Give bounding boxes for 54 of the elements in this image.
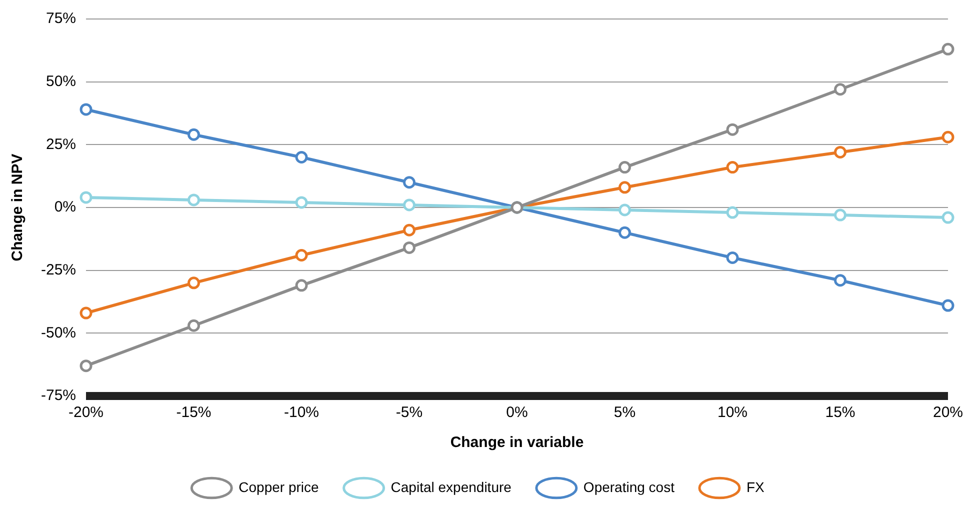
x-tick-label: -15%	[176, 404, 212, 422]
point	[80, 360, 92, 372]
point	[834, 208, 846, 222]
y-tick-label: 75%	[46, 10, 76, 28]
point	[942, 211, 954, 224]
legend-label: FX	[746, 478, 766, 495]
point	[188, 194, 200, 206]
legend-label: Capital expenditure	[390, 478, 512, 495]
point	[295, 249, 308, 262]
x-tick-label: 20%	[932, 404, 964, 422]
point	[618, 204, 631, 216]
point	[403, 224, 416, 236]
point	[942, 42, 954, 56]
point	[188, 319, 200, 332]
y-tick-label: -50%	[40, 324, 76, 342]
point	[403, 176, 416, 189]
x-tick-label: 0%	[506, 404, 528, 422]
legend-label: Copper price	[238, 478, 320, 495]
y-axis-title: Change in NPV	[9, 154, 26, 262]
point	[834, 83, 846, 96]
y-tick-label: 25%	[46, 136, 76, 153]
point	[403, 198, 416, 212]
point	[295, 196, 308, 209]
point	[188, 128, 200, 141]
x-tick-label: -10%	[284, 404, 320, 422]
x-tick-label: -20%	[68, 404, 104, 422]
point	[403, 241, 416, 254]
point	[834, 146, 846, 158]
point	[726, 161, 739, 174]
point	[618, 181, 631, 194]
point	[80, 191, 92, 204]
point	[726, 206, 739, 219]
point	[295, 150, 308, 164]
point	[942, 130, 954, 144]
x-tick-label: -5%	[396, 404, 423, 422]
point	[942, 299, 954, 312]
point	[726, 252, 739, 264]
point	[618, 161, 631, 174]
x-tick-label: 5%	[614, 404, 636, 422]
x-axis-title: Change in variable	[450, 434, 584, 452]
y-tick-label: 50%	[46, 72, 76, 90]
legend-label: Operating cost	[583, 478, 675, 495]
point	[80, 103, 92, 116]
point	[295, 279, 308, 292]
point	[618, 226, 631, 239]
x-tick-label: 10%	[717, 404, 748, 422]
y-tick-label: -25%	[40, 261, 76, 278]
point	[80, 306, 92, 320]
y-tick-label: -75%	[40, 387, 76, 404]
point	[188, 276, 200, 290]
x-tick-label: 15%	[825, 404, 856, 422]
point	[834, 274, 846, 287]
point	[726, 123, 739, 136]
y-tick-label: 0%	[54, 198, 76, 216]
